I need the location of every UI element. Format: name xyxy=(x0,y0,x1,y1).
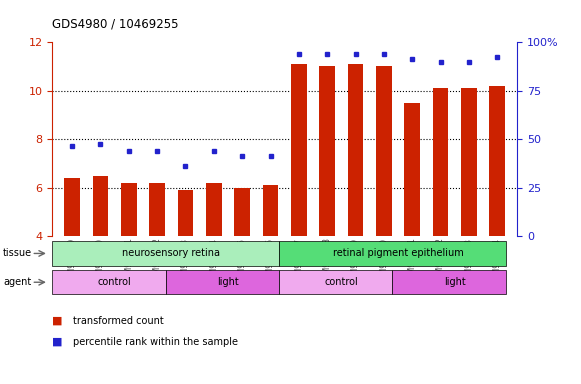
Bar xyxy=(206,183,221,236)
Text: GDS4980 / 10469255: GDS4980 / 10469255 xyxy=(52,17,179,30)
Bar xyxy=(263,185,278,236)
Bar xyxy=(279,270,392,295)
Bar xyxy=(320,66,335,236)
Text: ■: ■ xyxy=(52,316,63,326)
Text: agent: agent xyxy=(3,277,31,287)
Bar xyxy=(433,88,449,236)
Bar xyxy=(149,183,165,236)
Bar xyxy=(121,183,137,236)
Text: light: light xyxy=(444,277,465,287)
Text: control: control xyxy=(98,277,131,287)
Text: control: control xyxy=(325,277,358,287)
Text: light: light xyxy=(217,277,239,287)
Bar xyxy=(376,66,392,236)
Text: transformed count: transformed count xyxy=(73,316,163,326)
Bar xyxy=(178,190,193,236)
Bar xyxy=(404,103,420,236)
Bar xyxy=(234,188,250,236)
Text: retinal pigment epithelium: retinal pigment epithelium xyxy=(333,248,464,258)
Text: tissue: tissue xyxy=(3,248,32,258)
Bar xyxy=(489,86,505,236)
Bar xyxy=(392,270,505,295)
Bar xyxy=(461,88,476,236)
Bar xyxy=(166,270,279,295)
Bar xyxy=(291,64,307,236)
Bar xyxy=(52,242,279,266)
Bar xyxy=(279,242,505,266)
Bar xyxy=(93,175,108,236)
Text: ■: ■ xyxy=(52,337,63,347)
Text: percentile rank within the sample: percentile rank within the sample xyxy=(73,337,238,347)
Text: neurosensory retina: neurosensory retina xyxy=(123,248,220,258)
Bar xyxy=(348,64,363,236)
Bar xyxy=(52,270,166,295)
Bar xyxy=(64,178,80,236)
